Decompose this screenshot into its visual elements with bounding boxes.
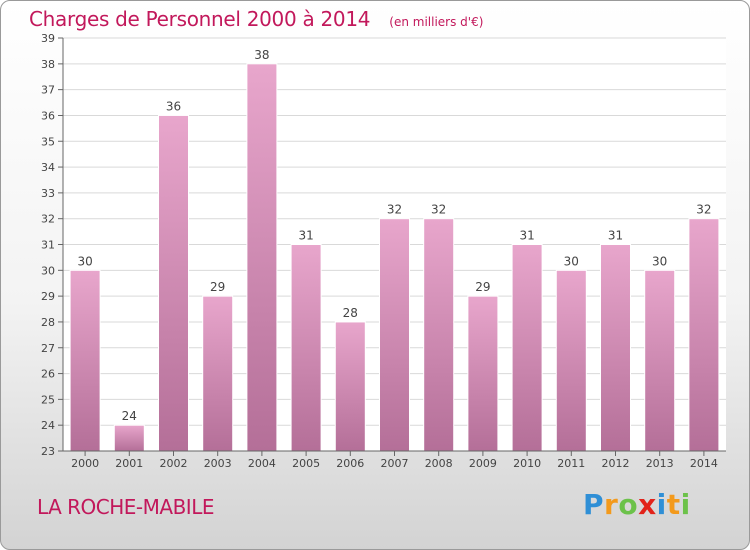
x-tick-label: 2014 <box>690 457 718 470</box>
y-tick-label: 24 <box>41 419 55 432</box>
y-tick-label: 36 <box>41 109 55 122</box>
chart-title: Charges de Personnel 2000 à 2014 <box>29 7 371 31</box>
x-tick-label: 2013 <box>646 457 674 470</box>
y-tick-label: 25 <box>41 393 55 406</box>
x-tick-label: 2011 <box>557 457 585 470</box>
bar <box>69 269 101 452</box>
bar <box>511 244 543 452</box>
x-tick-label: 2005 <box>292 457 320 470</box>
bar-value-label: 31 <box>298 229 313 243</box>
bar <box>158 114 189 452</box>
bar-value-label: 32 <box>696 203 711 217</box>
y-tick-label: 32 <box>41 213 55 226</box>
x-tick-label: 2012 <box>602 457 630 470</box>
x-tick-label: 2010 <box>513 457 541 470</box>
bar-value-label: 38 <box>254 48 269 62</box>
bar-value-label: 31 <box>608 229 623 243</box>
bar <box>688 218 720 452</box>
bar <box>202 295 234 452</box>
bar-value-label: 32 <box>431 203 446 217</box>
logo-letter: x <box>638 488 657 521</box>
chart-subtitle: (en milliers d'€) <box>389 15 484 29</box>
bar-value-label: 28 <box>343 306 358 320</box>
logo-letter: o <box>618 488 639 521</box>
y-tick-label: 37 <box>41 84 55 97</box>
bar <box>467 295 499 452</box>
bar-value-label: 32 <box>387 203 402 217</box>
logo-letter: i <box>680 488 691 521</box>
y-tick-label: 34 <box>41 161 55 174</box>
bar <box>246 63 278 452</box>
bar-value-label: 31 <box>519 229 534 243</box>
y-tick-label: 31 <box>41 239 55 252</box>
proxiti-logo: Proxiti <box>583 488 691 521</box>
title-row: Charges de Personnel 2000 à 2014 (en mil… <box>29 7 483 31</box>
x-tick-label: 2004 <box>248 457 276 470</box>
x-tick-label: 2003 <box>204 457 232 470</box>
y-tick-label: 26 <box>41 368 55 381</box>
bar-value-label: 36 <box>166 99 181 113</box>
y-tick-label: 39 <box>41 32 55 45</box>
bar <box>113 424 145 452</box>
bar <box>555 269 587 452</box>
bar-value-label: 29 <box>210 280 225 294</box>
x-tick-label: 2007 <box>381 457 409 470</box>
x-tick-label: 2009 <box>469 457 497 470</box>
x-tick-label: 2008 <box>425 457 453 470</box>
commune-name: LA ROCHE-MABILE <box>37 495 214 519</box>
logo-letter: P <box>583 488 605 521</box>
bar-value-label: 29 <box>475 280 490 294</box>
x-tick-label: 2002 <box>160 457 188 470</box>
y-tick-label: 35 <box>41 135 55 148</box>
y-tick-label: 33 <box>41 187 55 200</box>
y-tick-label: 38 <box>41 58 55 71</box>
y-tick-label: 23 <box>41 445 55 458</box>
logo-letter: i <box>656 488 667 521</box>
y-tick-label: 30 <box>41 264 55 277</box>
x-tick-label: 2000 <box>71 457 99 470</box>
bar <box>423 218 455 452</box>
bar-value-label: 30 <box>564 254 579 268</box>
y-tick-label: 27 <box>41 342 55 355</box>
y-tick-label: 28 <box>41 316 55 329</box>
logo-letter: t <box>666 488 681 521</box>
bar <box>290 244 322 452</box>
bar <box>600 244 631 452</box>
bar <box>379 218 410 452</box>
y-tick-label: 29 <box>41 290 55 303</box>
bar-value-label: 30 <box>77 254 92 268</box>
bar <box>334 321 366 452</box>
x-tick-label: 2006 <box>336 457 364 470</box>
bar-value-label: 24 <box>122 409 137 423</box>
logo-letter: r <box>604 488 619 521</box>
bar <box>644 269 676 452</box>
x-tick-label: 2001 <box>115 457 143 470</box>
bar-value-label: 30 <box>652 254 667 268</box>
